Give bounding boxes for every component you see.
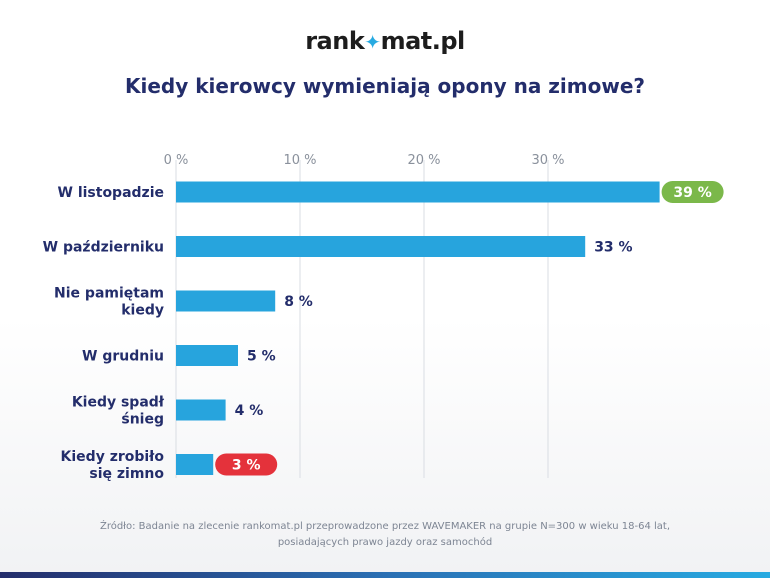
- star-icon: ✦: [364, 30, 381, 54]
- brand-logo: rank✦mat.pl: [0, 27, 770, 55]
- x-tick-label: 20 %: [407, 153, 440, 168]
- category-label: Kiedy spadł: [72, 395, 165, 411]
- data-label: 39 %: [673, 185, 711, 201]
- category-label: W listopadzie: [58, 185, 165, 201]
- category-label: W październiku: [43, 240, 164, 256]
- value-badge: [215, 453, 278, 476]
- logo-text-end: mat.pl: [380, 27, 466, 55]
- category-label: śnieg: [121, 412, 164, 428]
- data-label: 33 %: [594, 240, 632, 256]
- value-badge: [661, 181, 724, 203]
- source-line-2: posiadających prawo jazdy oraz samochód: [277, 537, 493, 548]
- data-label: 5 %: [247, 349, 276, 365]
- bar: [176, 345, 238, 366]
- bar: [176, 454, 214, 475]
- data-label: 4 %: [235, 403, 264, 419]
- bar: [176, 181, 660, 203]
- bottom-gradient-bar: [0, 572, 770, 578]
- category-label: kiedy: [121, 303, 164, 319]
- bar: [176, 399, 226, 421]
- x-tick-label: 0 %: [164, 153, 189, 168]
- category-label: Nie pamiętam: [54, 286, 164, 302]
- bar: [176, 236, 586, 257]
- category-label: W grudniu: [82, 349, 164, 365]
- chart-title: Kiedy kierowcy wymieniają opony na zimow…: [124, 74, 646, 98]
- data-label: 3 %: [232, 458, 261, 474]
- logo-text-start: rank: [305, 27, 365, 55]
- source-line-1: Źródło: Badanie na zlecenie rankomat.pl …: [99, 521, 671, 532]
- category-label: się zimno: [89, 466, 164, 482]
- x-tick-label: 10 %: [283, 153, 316, 168]
- x-tick-label: 30 %: [531, 153, 564, 168]
- data-label: 8 %: [284, 294, 313, 310]
- bar: [176, 290, 276, 312]
- source-note: Źródło: Badanie na zlecenie rankomat.pl …: [0, 519, 770, 551]
- category-label: Kiedy zrobiło: [61, 449, 165, 465]
